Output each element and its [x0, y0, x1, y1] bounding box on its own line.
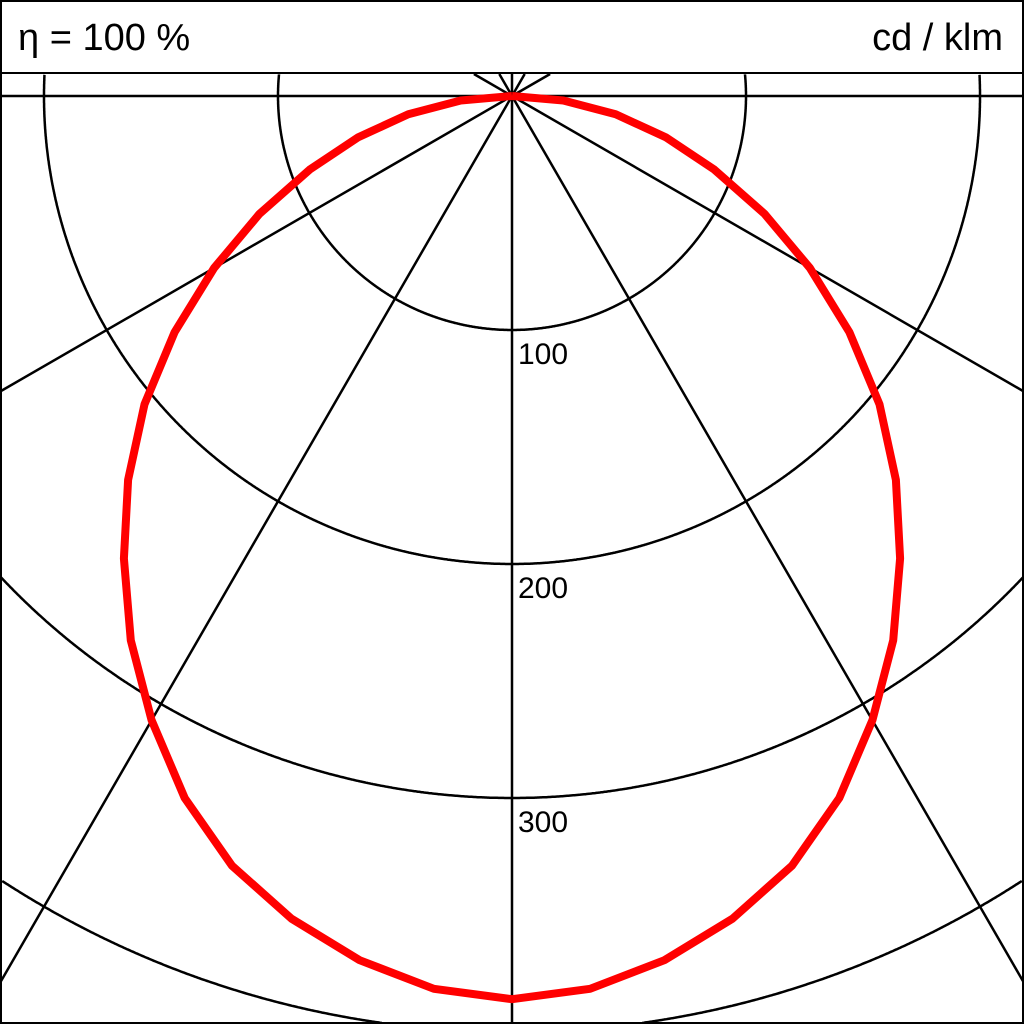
grid-circle: [0, 576, 1024, 800]
grid-radial-line: [0, 94, 513, 393]
efficiency-label: η = 100 %: [18, 17, 190, 59]
grid-radial-line: [0, 95, 514, 982]
radial-tick-label: 100: [518, 338, 568, 371]
grid-circle: [1, 879, 1023, 1024]
intensity-curve: [119, 92, 905, 1004]
radial-tick-label: 300: [518, 806, 568, 839]
radial-tick-label: 200: [518, 572, 568, 605]
grid-circle: [276, 74, 748, 332]
unit-label: cd / klm: [872, 17, 1003, 59]
grid-radial-line: [510, 95, 1024, 982]
grid-radial-line: [473, 72, 513, 98]
grid-radial-line: [511, 72, 551, 98]
grid-radial-line: [511, 94, 1024, 393]
grid-circle: [42, 74, 982, 566]
